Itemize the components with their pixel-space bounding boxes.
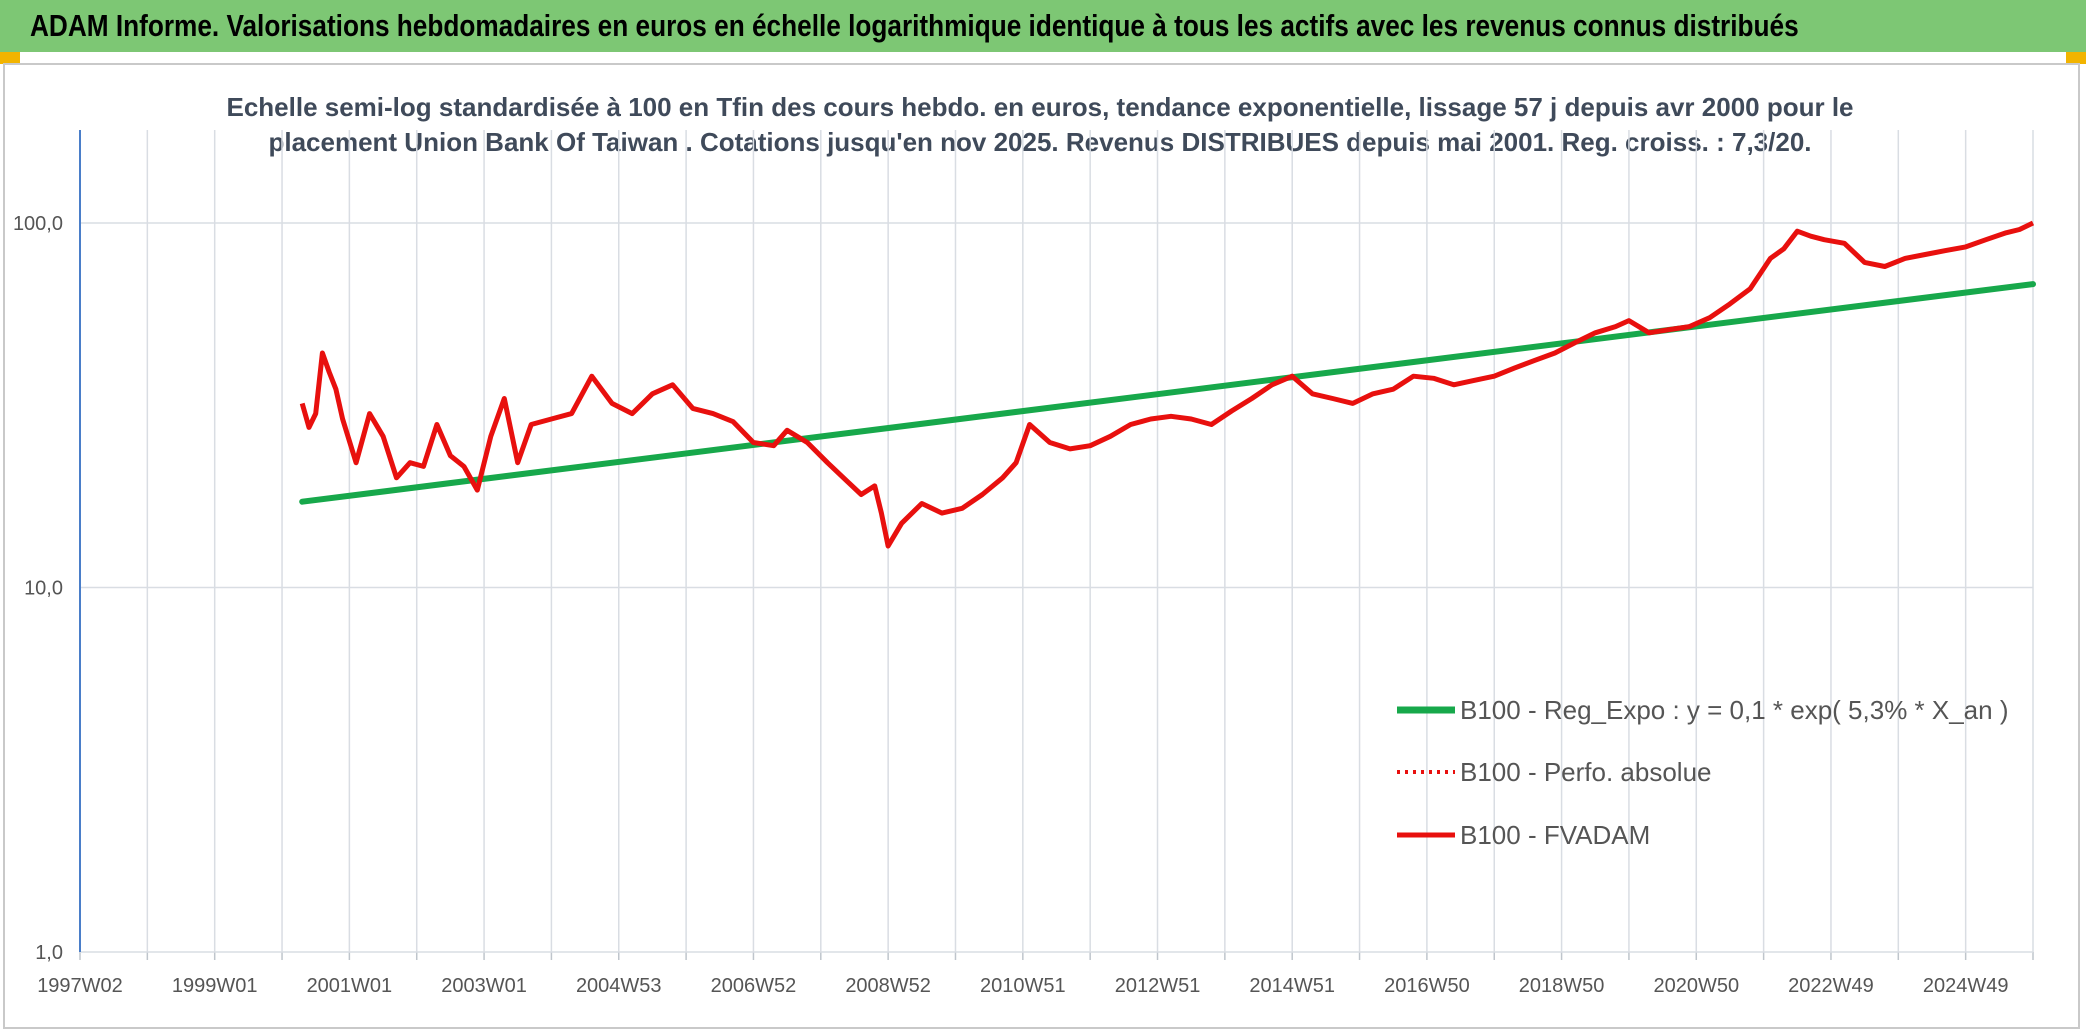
chart-legend: B100 - Reg_Expo : y = 0,1 * exp( 5,3% * … <box>1397 695 2009 850</box>
x-tick-label: 2008W52 <box>845 975 931 997</box>
legend-label-fvadam: B100 - FVADAM <box>1460 820 1650 850</box>
corner-marker-right <box>2066 52 2086 64</box>
chart-subtitle-line2: placement Union Bank Of Taiwan . Cotatio… <box>268 127 1811 157</box>
x-tick-label: 2006W52 <box>711 975 797 997</box>
x-axis-tick-labels: 1997W02 1999W01 2001W01 2003W01 2004W53 2006W… <box>37 975 2008 997</box>
y-tick-label: 1,0 <box>35 942 63 964</box>
x-tick-label: 2010W51 <box>980 975 1066 997</box>
legend-label-perfo: B100 - Perfo. absolue <box>1460 757 1712 787</box>
y-tick-label: 10,0 <box>24 578 63 600</box>
corner-marker-left <box>0 52 20 64</box>
x-tick-label: 1997W02 <box>37 975 123 997</box>
chart-subtitle-line1: Echelle semi-log standardisée à 100 en T… <box>226 92 1853 122</box>
x-tick-label: 2020W50 <box>1653 975 1739 997</box>
x-tick-label: 2012W51 <box>1115 975 1201 997</box>
x-tick-label: 2018W50 <box>1519 975 1605 997</box>
y-axis-tick-labels: 1,0 10,0 100,0 <box>13 213 63 964</box>
legend-label-trend: B100 - Reg_Expo : y = 0,1 * exp( 5,3% * … <box>1460 695 2009 725</box>
trend-series-line <box>299 281 2036 505</box>
x-tick-label: 2004W53 <box>576 975 662 997</box>
fvadam-series-line <box>299 220 2035 549</box>
horizontal-gridlines <box>80 222 2033 953</box>
chart-frame: Echelle semi-log standardisée à 100 en T… <box>3 63 2080 1029</box>
x-tick-label: 2003W01 <box>441 975 527 997</box>
x-tick-label: 2001W01 <box>307 975 393 997</box>
report-banner: ADAM Informe. Valorisations hebdomadaire… <box>0 0 2086 52</box>
y-tick-label: 100,0 <box>13 213 63 235</box>
vertical-gridlines <box>79 130 2034 960</box>
report-title: ADAM Informe. Valorisations hebdomadaire… <box>30 8 1799 43</box>
x-tick-label: 2016W50 <box>1384 975 1470 997</box>
x-tick-label: 2022W49 <box>1788 975 1874 997</box>
x-tick-label: 2014W51 <box>1249 975 1335 997</box>
x-tick-label: 1999W01 <box>172 975 258 997</box>
chart-area: Echelle semi-log standardisée à 100 en T… <box>13 92 2036 997</box>
x-tick-label: 2024W49 <box>1923 975 2009 997</box>
